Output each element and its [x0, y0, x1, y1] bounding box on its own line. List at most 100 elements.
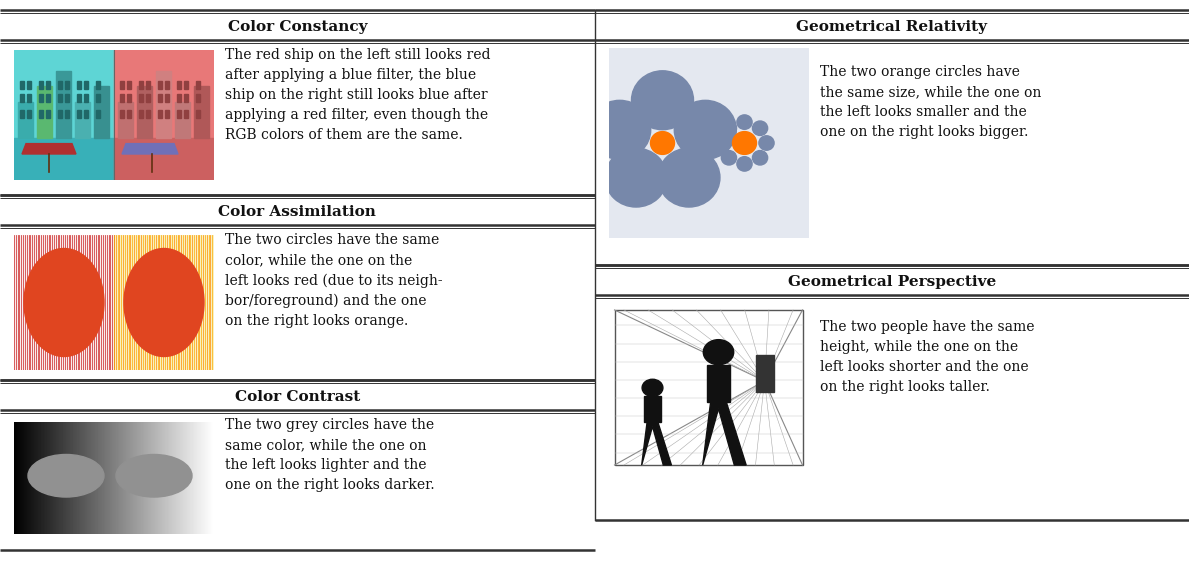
Bar: [18, 102, 33, 139]
Circle shape: [759, 136, 774, 150]
Circle shape: [117, 454, 191, 497]
Bar: [156, 71, 171, 139]
Bar: [96, 94, 100, 102]
Polygon shape: [642, 401, 672, 465]
Bar: [14, 235, 114, 370]
Text: Color Contrast: Color Contrast: [234, 390, 360, 404]
Bar: [77, 81, 81, 89]
Circle shape: [753, 121, 768, 136]
Circle shape: [732, 132, 756, 155]
Text: The two grey circles have the
same color, while the one on
the left looks lighte: The two grey circles have the same color…: [225, 418, 435, 492]
Bar: [158, 81, 162, 89]
Circle shape: [704, 340, 734, 365]
Bar: [114, 235, 214, 370]
Text: The two circles have the same
color, while the one on the
left looks red (due to: The two circles have the same color, whi…: [225, 233, 442, 328]
Text: The two people have the same
height, while the one on the
left looks shorter and: The two people have the same height, whi…: [819, 320, 1034, 394]
Bar: [58, 110, 62, 118]
Bar: [77, 110, 81, 118]
Bar: [65, 81, 69, 89]
Bar: [196, 110, 200, 118]
Bar: [20, 110, 24, 118]
Bar: [96, 81, 100, 89]
Bar: [27, 81, 31, 89]
Bar: [139, 110, 143, 118]
Circle shape: [674, 101, 736, 159]
Bar: [177, 81, 181, 89]
Bar: [139, 81, 143, 89]
Circle shape: [737, 115, 753, 129]
Polygon shape: [122, 144, 178, 154]
Circle shape: [631, 71, 693, 130]
Bar: [158, 94, 162, 102]
Bar: [127, 110, 131, 118]
Bar: [146, 110, 150, 118]
Bar: [27, 94, 31, 102]
Bar: [184, 94, 188, 102]
Bar: [14, 139, 114, 180]
Bar: [84, 94, 88, 102]
Bar: [165, 110, 169, 118]
Bar: [194, 86, 209, 139]
Circle shape: [722, 151, 736, 165]
Bar: [137, 86, 152, 139]
Bar: [75, 102, 90, 139]
Bar: [77, 94, 81, 102]
Bar: [39, 110, 43, 118]
Bar: [120, 110, 124, 118]
Bar: [755, 355, 774, 392]
Bar: [118, 102, 133, 139]
Bar: [20, 81, 24, 89]
Bar: [127, 94, 131, 102]
Text: The red ship on the left still looks red
after applying a blue filter, the blue
: The red ship on the left still looks red…: [225, 48, 491, 142]
Circle shape: [24, 248, 103, 356]
Bar: [37, 86, 52, 139]
Bar: [177, 110, 181, 118]
Bar: [196, 94, 200, 102]
Bar: [139, 94, 143, 102]
Bar: [165, 94, 169, 102]
Bar: [94, 86, 109, 139]
Circle shape: [722, 121, 736, 136]
Bar: [20, 94, 24, 102]
Bar: [146, 94, 150, 102]
Text: Geometrical Perspective: Geometrical Perspective: [787, 275, 996, 289]
Bar: [184, 81, 188, 89]
Bar: [96, 110, 100, 118]
Bar: [706, 365, 730, 402]
Circle shape: [658, 148, 721, 207]
Circle shape: [605, 148, 667, 207]
Bar: [120, 94, 124, 102]
Text: Geometrical Relativity: Geometrical Relativity: [797, 20, 987, 34]
Bar: [114, 50, 214, 180]
Bar: [84, 81, 88, 89]
Bar: [644, 396, 661, 422]
Bar: [46, 110, 50, 118]
Bar: [84, 110, 88, 118]
Circle shape: [737, 156, 753, 171]
Circle shape: [715, 136, 730, 150]
Bar: [196, 81, 200, 89]
Circle shape: [650, 132, 674, 155]
Text: Color Assimilation: Color Assimilation: [219, 205, 376, 219]
Bar: [14, 50, 114, 180]
Bar: [177, 94, 181, 102]
Text: The two orange circles have
the same size, while the one on
the left looks small: The two orange circles have the same siz…: [819, 65, 1040, 139]
Bar: [165, 81, 169, 89]
Circle shape: [753, 151, 768, 165]
Bar: [114, 139, 214, 180]
Bar: [39, 81, 43, 89]
Bar: [65, 94, 69, 102]
Polygon shape: [703, 371, 747, 465]
Bar: [158, 110, 162, 118]
Bar: [56, 71, 71, 139]
Bar: [58, 94, 62, 102]
Bar: [184, 110, 188, 118]
Bar: [39, 94, 43, 102]
Bar: [146, 81, 150, 89]
Bar: [58, 81, 62, 89]
Polygon shape: [23, 144, 76, 154]
Bar: [65, 110, 69, 118]
Circle shape: [124, 248, 205, 356]
Bar: [27, 110, 31, 118]
Bar: [175, 102, 190, 139]
